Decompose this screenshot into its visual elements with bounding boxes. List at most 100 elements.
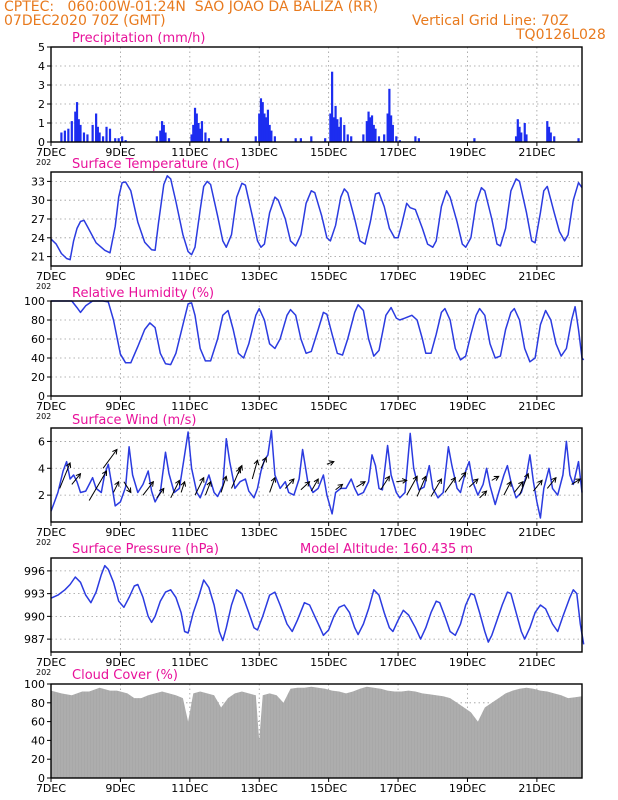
wind-grid [50,428,582,522]
rh-xtick-label: 11DEC [171,400,208,413]
precip-bar [518,126,521,142]
wind-arrow [533,479,543,492]
wind-arrow-shaft [251,460,258,480]
pressure-ytick-label: 996 [24,565,45,578]
precip-xtick-label: 9DEC [105,146,135,159]
wind-arrow-head [222,475,228,482]
precip-title: Precipitation (mm/h) [72,31,205,46]
precip-bar [108,128,112,142]
wind-arrow-shaft [430,478,442,497]
precip-bar [391,124,394,142]
wind-arrow [479,490,488,499]
wind-arrow-shaft [533,480,543,492]
precip-bar [377,136,381,142]
precip-bar [114,138,117,142]
wind-arrow-head [575,478,582,484]
wind-arrow-shaft [194,477,205,496]
precip-bar [332,117,335,142]
wind-arrow [71,472,82,485]
pressure-xtick-label: 15DEC [310,656,347,669]
precip-bar [473,138,476,142]
rh-panel: 0 20 40 60 80 100 7DEC 9DEC 11DEC 13DEC 15DEC 17DEC… [24,286,585,421]
pressure-grid [50,558,582,652]
wind-arrow-head [114,480,120,487]
precip-bar [337,126,341,142]
pressure-series-line [50,564,585,645]
wind-arrow-head [126,487,132,494]
precip-xtick-label: 15DEC [310,146,347,159]
wind-arrow-head [518,480,524,487]
cloud-xtick-label: 9DEC [105,782,135,795]
precip-bar [310,136,313,142]
wind-arrow-head [450,476,456,483]
wind-arrow [571,478,582,485]
precip-bar [525,134,528,142]
precip-bar [86,134,89,142]
temp-ytick-label: 24 [31,232,45,245]
wind-xtick-label: 21DEC [518,526,555,539]
cloud-ytick-label: 20 [31,753,45,766]
wind-arrow [220,475,228,493]
wind-arrow [356,481,366,488]
wind-arrow-shaft [88,470,107,501]
rh-xtick-label: 17DEC [380,400,417,413]
precip-bar [195,113,198,142]
temp-xtick-label: 7DEC [36,270,66,283]
wind-arrow-shaft [102,449,118,469]
wind-arrow [406,475,418,496]
pressure-year-fragment: 202 [36,668,51,677]
precip-bar [329,113,332,142]
wind-arrow-shaft [396,479,407,483]
wind-arrow-shaft [326,461,335,465]
cloud-frame [50,683,583,779]
wind-arrow-head [235,467,242,474]
wind-arrow-shaft [269,477,276,493]
precip-bar [101,136,105,142]
precip-bar [546,121,549,142]
wind-xtick-label: 13DEC [241,526,278,539]
precip-bar [268,124,271,142]
cloud-title: Cloud Cover (%) [72,668,178,683]
pressure-ytick-label: 990 [24,610,45,623]
pressure-panel: 987 990 993 996 7DEC 9DEC 11DEC 13DEC 15DEC 17DEC… [24,542,585,677]
temp-xtick-label: 17DEC [380,270,417,283]
rh-frame [50,300,583,397]
wind-arrow-shaft [491,475,499,481]
wind-arrow-shaft [444,477,456,493]
wind-arrow [491,475,500,481]
wind-arrow [326,460,335,466]
precip-bar [334,105,337,142]
temp-xtick-label: 13DEC [241,270,278,283]
precip-xtick-label: 17DEC [380,146,417,159]
wind-arrow [102,448,118,469]
wind-arrow [519,472,530,496]
cloud-cover-area [51,686,582,778]
precip-bar [155,136,158,142]
precip-bar [77,119,80,142]
wind-xtick-label: 9DEC [105,526,135,539]
precip-bar [160,121,164,142]
precip-bar [70,121,73,142]
precip-bar [398,140,401,142]
wind-arrow-head [261,456,267,463]
wind-arrow-head [460,471,467,478]
precip-bar [339,117,342,142]
wind-xtick-label: 15DEC [310,526,347,539]
pressure-ytick-label: 987 [24,633,45,646]
precip-bar [273,136,276,142]
precip-bar [259,98,263,142]
precip-bar [324,138,327,142]
precip-bar [121,136,124,142]
precip-bar [372,124,375,142]
precip-bar [98,132,101,142]
wind-arrow-head [112,448,118,455]
wind-arrow-head [481,490,488,497]
wind-title: Surface Wind (m/s) [72,413,196,428]
pressure-frame [50,557,583,653]
precip-bar [263,113,266,142]
cloud-ytick-label: 100 [24,678,45,691]
precip-year-fragment: 202 [36,158,51,167]
precip-bar [516,119,519,142]
cloud-ytick-label: 0 [38,772,45,785]
precip-bar [162,124,165,142]
